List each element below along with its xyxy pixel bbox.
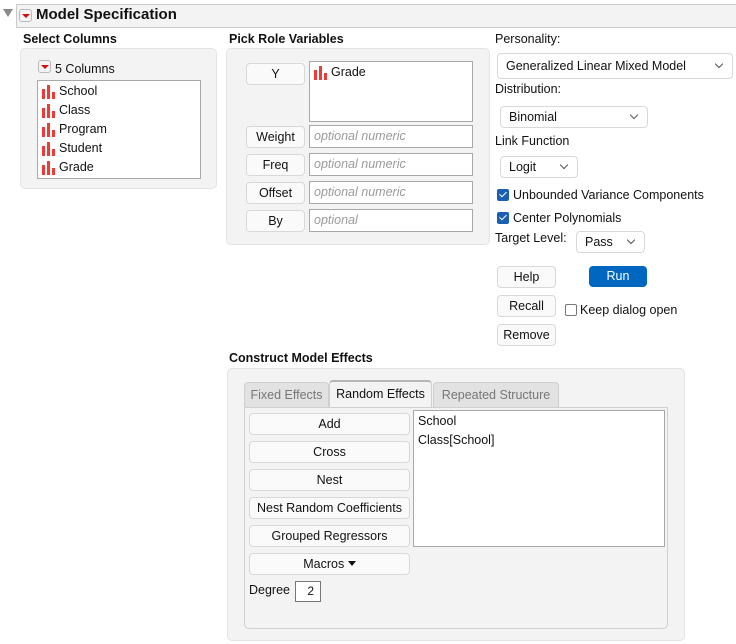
by-role-button[interactable]: By bbox=[246, 210, 305, 232]
columns-count: 5 Columns bbox=[55, 62, 115, 76]
grouped-regressors-button[interactable]: Grouped Regressors bbox=[249, 525, 410, 547]
collapse-triangle-icon[interactable] bbox=[3, 9, 13, 17]
link-function-label: Link Function bbox=[495, 134, 570, 148]
nominal-bars-icon bbox=[42, 85, 56, 99]
nominal-bars-icon bbox=[314, 66, 328, 80]
nominal-bars-icon bbox=[42, 104, 56, 118]
pick-role-label: Pick Role Variables bbox=[229, 32, 344, 46]
nest-button[interactable]: Nest bbox=[249, 469, 410, 491]
effect-term[interactable]: Class[School] bbox=[418, 433, 495, 447]
link-function-dropdown[interactable]: Logit bbox=[500, 156, 578, 178]
nest-random-coefficients-button[interactable]: Nest Random Coefficients bbox=[249, 497, 410, 519]
columns-list[interactable]: School Class Program Student Grade bbox=[37, 80, 201, 179]
column-item[interactable]: Class bbox=[42, 101, 90, 120]
section-header bbox=[16, 4, 736, 28]
offset-field[interactable]: optional numeric bbox=[309, 181, 473, 204]
column-name: School bbox=[59, 84, 98, 98]
remove-button[interactable]: Remove bbox=[497, 324, 556, 346]
center-polynomials-checkbox[interactable] bbox=[497, 212, 509, 224]
columns-menu-icon[interactable] bbox=[38, 60, 51, 73]
chevron-down-icon bbox=[629, 110, 639, 120]
random-effects-list[interactable]: School Class[School] bbox=[413, 410, 665, 547]
y-role-item[interactable]: Grade bbox=[314, 63, 366, 82]
effect-term[interactable]: School bbox=[418, 414, 457, 428]
column-name: Student bbox=[59, 141, 103, 155]
distribution-value: Binomial bbox=[509, 110, 557, 124]
add-button[interactable]: Add bbox=[249, 413, 410, 435]
chevron-down-icon bbox=[714, 59, 724, 69]
macros-label: Macros bbox=[303, 557, 345, 571]
recall-button[interactable]: Recall bbox=[497, 295, 556, 317]
dropdown-arrow-icon bbox=[347, 561, 356, 566]
weight-field[interactable]: optional numeric bbox=[309, 125, 473, 148]
weight-role-button[interactable]: Weight bbox=[246, 126, 305, 148]
column-name: Program bbox=[59, 122, 107, 136]
column-name: Class bbox=[59, 103, 91, 117]
y-role-value: Grade bbox=[331, 65, 366, 79]
nominal-bars-icon bbox=[42, 142, 56, 156]
column-name: Grade bbox=[59, 160, 94, 174]
nominal-bars-icon bbox=[42, 123, 56, 137]
unbounded-label: Unbounded Variance Components bbox=[513, 188, 704, 202]
keep-dialog-open-checkbox[interactable] bbox=[565, 304, 577, 316]
column-item[interactable]: School bbox=[42, 82, 97, 101]
chevron-down-icon bbox=[559, 160, 569, 170]
tab-fixed-effects[interactable]: Fixed Effects bbox=[244, 382, 329, 408]
degree-input[interactable]: 2 bbox=[295, 581, 321, 602]
by-field[interactable]: optional bbox=[309, 209, 473, 232]
construct-effects-label: Construct Model Effects bbox=[229, 351, 373, 365]
personality-label: Personality: bbox=[495, 32, 561, 46]
offset-role-button[interactable]: Offset bbox=[246, 182, 305, 204]
distribution-dropdown[interactable]: Binomial bbox=[500, 106, 648, 128]
red-triangle-menu-icon[interactable] bbox=[19, 9, 32, 22]
y-role-list[interactable]: Grade bbox=[309, 61, 473, 122]
unbounded-checkbox[interactable] bbox=[497, 189, 509, 201]
column-item[interactable]: Student bbox=[42, 139, 102, 158]
run-button[interactable]: Run bbox=[589, 266, 647, 287]
nominal-bars-icon bbox=[42, 161, 56, 175]
target-level-label: Target Level: bbox=[495, 231, 567, 245]
personality-dropdown[interactable]: Generalized Linear Mixed Model bbox=[497, 53, 733, 79]
personality-value: Generalized Linear Mixed Model bbox=[506, 59, 686, 73]
cross-button[interactable]: Cross bbox=[249, 441, 410, 463]
target-value: Pass bbox=[585, 235, 613, 249]
target-level-dropdown[interactable]: Pass bbox=[576, 231, 645, 253]
y-role-button[interactable]: Y bbox=[246, 63, 305, 85]
chevron-down-icon bbox=[626, 235, 636, 245]
center-polynomials-label: Center Polynomials bbox=[513, 211, 622, 225]
freq-field[interactable]: optional numeric bbox=[309, 153, 473, 176]
link-value: Logit bbox=[509, 160, 537, 174]
page-title: Model Specification bbox=[36, 6, 177, 23]
degree-label: Degree bbox=[249, 583, 290, 597]
select-columns-label: Select Columns bbox=[23, 32, 117, 46]
distribution-label: Distribution: bbox=[495, 82, 561, 96]
keep-dialog-open-label: Keep dialog open bbox=[580, 303, 678, 317]
column-item[interactable]: Grade bbox=[42, 158, 94, 177]
tab-random-effects[interactable]: Random Effects bbox=[329, 380, 432, 408]
column-item[interactable]: Program bbox=[42, 120, 107, 139]
freq-role-button[interactable]: Freq bbox=[246, 154, 305, 176]
tab-repeated-structure[interactable]: Repeated Structure bbox=[433, 382, 559, 408]
help-button[interactable]: Help bbox=[497, 266, 556, 288]
macros-button[interactable]: Macros bbox=[249, 553, 410, 575]
